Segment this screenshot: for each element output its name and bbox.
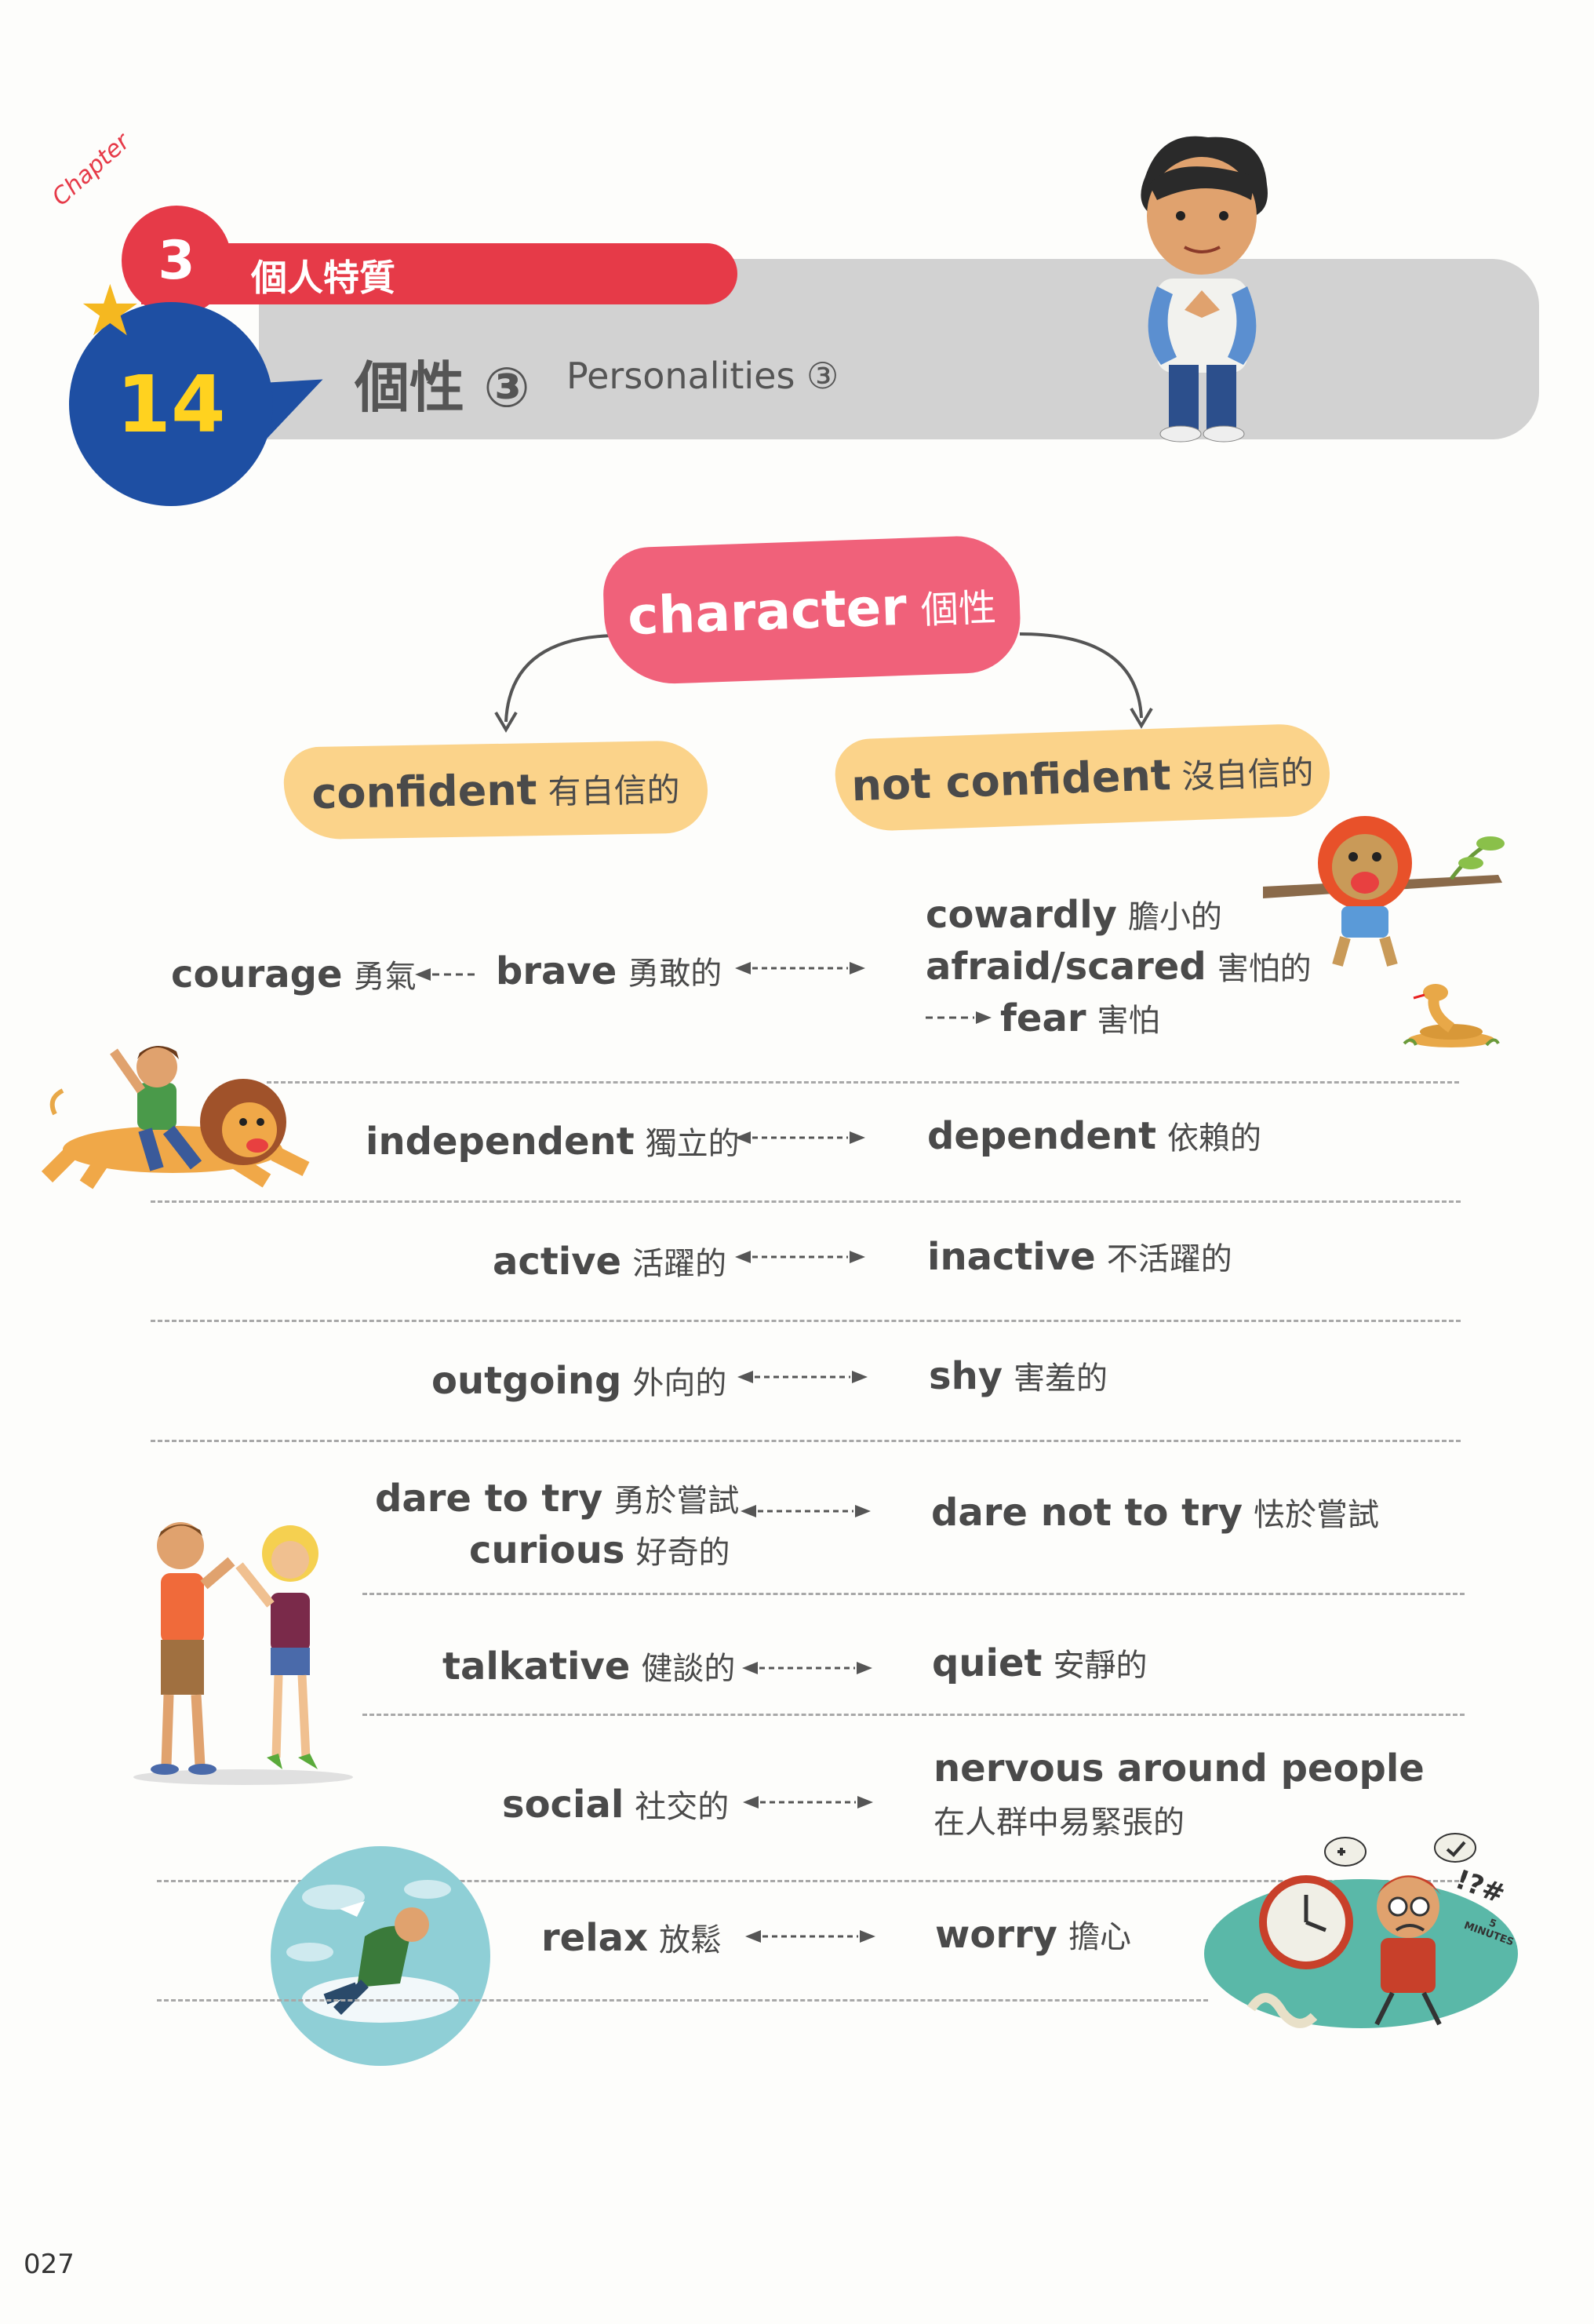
divider	[362, 1593, 1465, 1595]
double-arrow	[743, 1796, 873, 1809]
single-arrow-left	[415, 968, 479, 981]
chapter-banner	[141, 243, 737, 304]
talkative-word: talkative 健談的	[442, 1645, 736, 1688]
divider	[151, 1320, 1461, 1322]
snake-illustration	[1403, 984, 1500, 1047]
divider	[157, 1999, 1208, 2002]
double-arrow	[735, 1131, 865, 1144]
brave-word: brave 勇敢的	[496, 949, 722, 993]
confident-en: confident	[311, 764, 538, 818]
divider	[151, 1200, 1461, 1203]
independent-word: independent 獨立的	[366, 1120, 740, 1164]
outgoing-word: outgoing 外向的	[431, 1359, 727, 1403]
page-number: 027	[24, 2249, 75, 2280]
couple-illustration	[133, 1522, 353, 1785]
double-arrow	[737, 1371, 868, 1383]
dare-to-try-word: dare to try 勇於嘗試	[375, 1477, 740, 1521]
double-arrow	[741, 1505, 871, 1517]
boy-illustration	[1141, 136, 1268, 443]
relax-word: relax 放鬆	[541, 1916, 722, 1960]
shy-word: shy 害羞的	[929, 1354, 1108, 1398]
not-confident-zh: 沒自信的	[1181, 752, 1315, 796]
not-confident-en: not confident	[850, 749, 1172, 810]
clock-man-illustration: !?# 5 MINUTES	[1196, 1828, 1518, 2040]
double-arrow	[735, 1251, 865, 1263]
double-arrow	[742, 1662, 872, 1674]
double-arrow	[735, 962, 865, 974]
nervous-word: nervous around people	[933, 1747, 1425, 1790]
fear-word: fear 害怕	[1000, 996, 1160, 1040]
clock-man-drawing	[1204, 1833, 1518, 2028]
divider	[362, 1714, 1465, 1716]
worry-word: worry 擔心	[935, 1913, 1131, 1957]
curious-word: curious 好奇的	[469, 1528, 730, 1572]
dare-not-to-try-word: dare not to try 怯於嘗試	[931, 1491, 1380, 1535]
dependent-word: dependent 依賴的	[927, 1114, 1262, 1158]
boy-riding-lion-illustration	[41, 1045, 310, 1189]
lesson-title-en: Personalities ③	[566, 355, 839, 397]
confident-node: confident 有自信的	[283, 740, 708, 840]
single-arrow-right	[926, 1011, 992, 1024]
chapter-title: 個人特質	[251, 257, 395, 299]
lesson-title-zh: 個性 ③	[355, 355, 530, 420]
confident-zh: 有自信的	[548, 770, 681, 811]
divider	[267, 1081, 1459, 1084]
quiet-word: quiet 安靜的	[932, 1641, 1148, 1685]
double-arrow	[745, 1930, 875, 1943]
divider	[151, 1440, 1461, 1442]
cowardly-word: cowardly 膽小的	[926, 893, 1222, 937]
lion-on-branch-illustration	[1263, 816, 1505, 967]
chapter-label: Chapter	[46, 128, 136, 212]
inactive-word: inactive 不活躍的	[927, 1235, 1232, 1279]
divider	[157, 1880, 1459, 1882]
chapter-number: 3	[122, 206, 231, 315]
social-word: social 社交的	[502, 1783, 730, 1827]
courage-word: courage 勇氣	[171, 953, 417, 996]
afraid-word: afraid/scared 害怕的	[926, 945, 1312, 989]
root-zh: 個性	[919, 585, 997, 632]
star-icon: ★	[78, 270, 142, 352]
cloud-man-illustration	[271, 1846, 490, 2066]
active-word: active 活躍的	[493, 1240, 727, 1284]
tree-arrows	[494, 632, 1153, 733]
nervous-zh: 在人群中易緊張的	[933, 1805, 1185, 1841]
root-en: character	[626, 576, 908, 647]
not-confident-node: not confident 沒自信的	[834, 723, 1331, 832]
root-node: character 個性	[602, 534, 1022, 687]
lesson-number: 14	[69, 302, 273, 506]
